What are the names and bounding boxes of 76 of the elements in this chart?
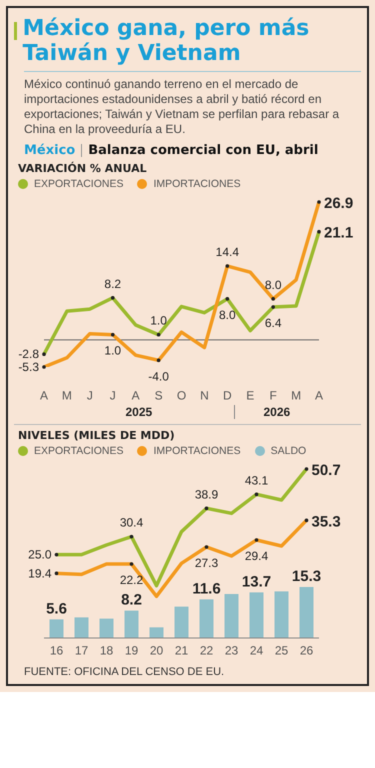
bar [150,627,164,638]
data-label: 8.2 [121,592,142,609]
bar [250,592,264,638]
data-label: 19.4 [28,566,52,580]
chart-subtitle: México continuó ganando terreno en el mercado de importaciones estadounidenses a abril y batió récord en exportaciones; Taiwán y Vietnam se perfilan para rebasar a China en la proveeduría a EU. [24,77,340,137]
x-tick-label: 16 [50,644,64,658]
x-tick-label: A [40,388,48,403]
data-label: 26.9 [324,195,354,212]
text: 2026 [234,405,319,419]
data-label: 22.2 [120,573,144,587]
data-label: 27.3 [194,556,218,570]
y-axis-title: NIVELES (MILES DE MDD) [18,429,176,442]
legend-label: EXPORTACIONES [33,445,124,457]
x-tick-label: 18 [100,644,114,658]
y-axis-title: VARIACIÓN % ANUAL [18,162,148,175]
data-label: 8.0 [264,278,282,292]
data-label: 38.9 [194,487,218,502]
data-label: 21.1 [324,224,354,242]
data-label: 8.0 [218,308,236,322]
data-label: 5.6 [46,600,67,618]
x-tick-label: 17 [74,644,88,658]
x-tick-label: 25 [274,644,288,658]
data-label: 29.4 [244,549,268,563]
text: México [24,143,76,158]
source-note: FUENTE: OFICINA DEL CENSO DE EU. [24,666,226,678]
data-label: 25.0 [28,548,52,562]
bar [274,591,288,638]
chart-title: México gana, pero más Taiwán y Vietnam [22,16,310,66]
legend-label: IMPORTACIONES [152,445,241,457]
data-label: -2.8 [18,347,40,362]
x-tick-label: N [200,388,209,403]
x-tick-label: S [154,388,163,403]
x-tick-label: M [291,388,302,403]
data-label: 43.1 [244,473,268,488]
data-label: 15.3 [292,568,322,585]
legend-label: EXPORTACIONES [33,178,124,190]
x-tick-label: F [269,388,277,403]
x-tick-label: E [246,388,254,403]
data-label: 14.4 [216,245,240,260]
data-label: -5.3 [18,360,40,374]
x-tick-label: 20 [150,644,164,658]
bar [74,617,88,638]
bar [100,618,114,638]
data-label: 8.2 [104,276,122,291]
x-tick-label: J [110,388,116,403]
x-tick-label: O [176,388,186,403]
data-label: 1.0 [104,344,122,358]
data-label: 13.7 [242,573,272,590]
bar [124,610,138,638]
data-label: 1.0 [150,314,168,328]
x-tick-label: 19 [124,644,138,658]
text: 2025 [124,405,154,419]
data-label: 50.7 [312,462,341,479]
x-tick-label: 22 [200,644,214,658]
data-label: 11.6 [192,580,221,598]
x-tick-label: 24 [250,644,264,658]
data-label: 30.4 [120,516,144,530]
text: Balanza comercial con EU, abril [88,143,318,158]
data-label: -4.0 [148,369,170,384]
bar [174,606,188,638]
x-tick-label: 21 [174,644,188,658]
x-tick-label: D [222,388,232,403]
x-tick-label: J [86,388,93,403]
bar [50,619,64,638]
legend-label: IMPORTACIONES [152,178,241,190]
x-tick-label: M [62,388,72,403]
data-label: 35.3 [312,513,341,530]
x-tick-label: A [132,388,140,403]
bar [224,594,238,638]
x-tick-label: 26 [300,644,314,658]
data-label: 6.4 [264,316,282,330]
legend-label: SALDO [270,445,306,457]
bar [200,599,214,638]
bar [300,587,314,638]
x-tick-label: A [314,388,324,403]
x-tick-label: 23 [224,644,238,658]
